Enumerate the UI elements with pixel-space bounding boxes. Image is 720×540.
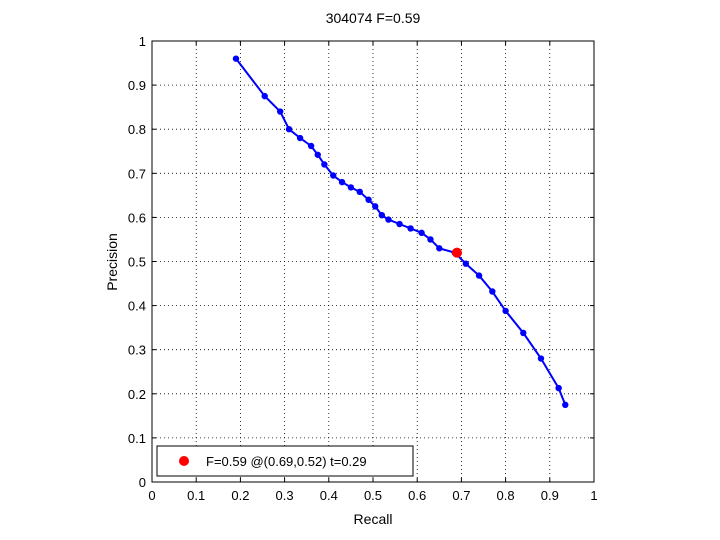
x-tick-label: 0 [148, 488, 155, 503]
pr-point [261, 92, 268, 100]
pr-point [475, 272, 483, 279]
x-tick-label: 0.6 [408, 488, 426, 503]
pr-point [285, 126, 293, 133]
pr-point [296, 134, 304, 142]
x-tick-label: 0.9 [541, 488, 559, 503]
pr-point [436, 245, 443, 252]
y-tick-label: 0.5 [128, 255, 146, 270]
legend-marker [179, 456, 189, 466]
x-tick-label: 0.7 [452, 488, 470, 503]
y-axis-label: Precision [104, 233, 120, 291]
pr-point [489, 288, 496, 295]
x-tick-label: 0.4 [320, 488, 338, 503]
pr-point [276, 108, 284, 115]
x-tick-label: 0.2 [231, 488, 249, 503]
series-layer [232, 55, 569, 409]
y-tick-label: 0 [139, 475, 146, 490]
pr-point [365, 196, 372, 203]
x-axis-label: Recall [354, 511, 393, 527]
best-f-point [451, 247, 462, 258]
pr-point [418, 229, 425, 237]
pr-point [330, 172, 337, 179]
y-tick-label: 0.3 [128, 343, 146, 358]
pr-point [307, 142, 315, 150]
y-tick-label: 1 [139, 34, 146, 49]
y-tick-label: 0.1 [128, 431, 146, 446]
y-tick-label: 0.4 [128, 299, 146, 314]
pr-point [396, 220, 403, 228]
pr-point [502, 307, 509, 315]
pr-point [372, 203, 379, 210]
pr-point [347, 184, 355, 191]
pr-point [321, 161, 328, 168]
pr-point [520, 329, 527, 337]
plot-frame [151, 40, 595, 483]
pr-point [537, 355, 545, 362]
y-tick-label: 0.2 [128, 387, 146, 402]
pr-point [555, 384, 562, 392]
pr-point [356, 188, 363, 196]
pr-point [338, 178, 346, 186]
legend: F=0.59 @(0.69,0.52) t=0.29 [156, 445, 414, 477]
x-tick-label: 0.1 [187, 488, 205, 503]
y-tick-label: 0.8 [128, 122, 146, 137]
grid [152, 41, 594, 482]
legend-label: F=0.59 @(0.69,0.52) t=0.29 [206, 454, 367, 469]
x-tick-label: 0.8 [497, 488, 515, 503]
chart-title: 304074 F=0.59 [326, 10, 421, 26]
y-tick-label: 0.7 [128, 166, 146, 181]
x-tick-label: 0.5 [364, 488, 382, 503]
x-tick-label: 1 [590, 488, 597, 503]
pr-point [462, 260, 470, 267]
x-tick-label: 0.3 [276, 488, 294, 503]
pr-point [385, 216, 392, 223]
pr-point [232, 55, 240, 62]
legend-box [156, 445, 414, 477]
pr-point [407, 225, 414, 232]
axis-ticks: 0 0.1 0.2 0.3 0.4 0.5 0.6 0.7 0.8 0.9 1 0 0.1 0.2 0.3 0… [128, 34, 598, 503]
y-tick-label: 0.6 [128, 210, 146, 225]
pr-point [562, 401, 569, 409]
pr-point [314, 151, 321, 158]
pr-point [378, 211, 386, 219]
pr-point [427, 236, 434, 243]
y-tick-label: 0.9 [128, 78, 146, 93]
